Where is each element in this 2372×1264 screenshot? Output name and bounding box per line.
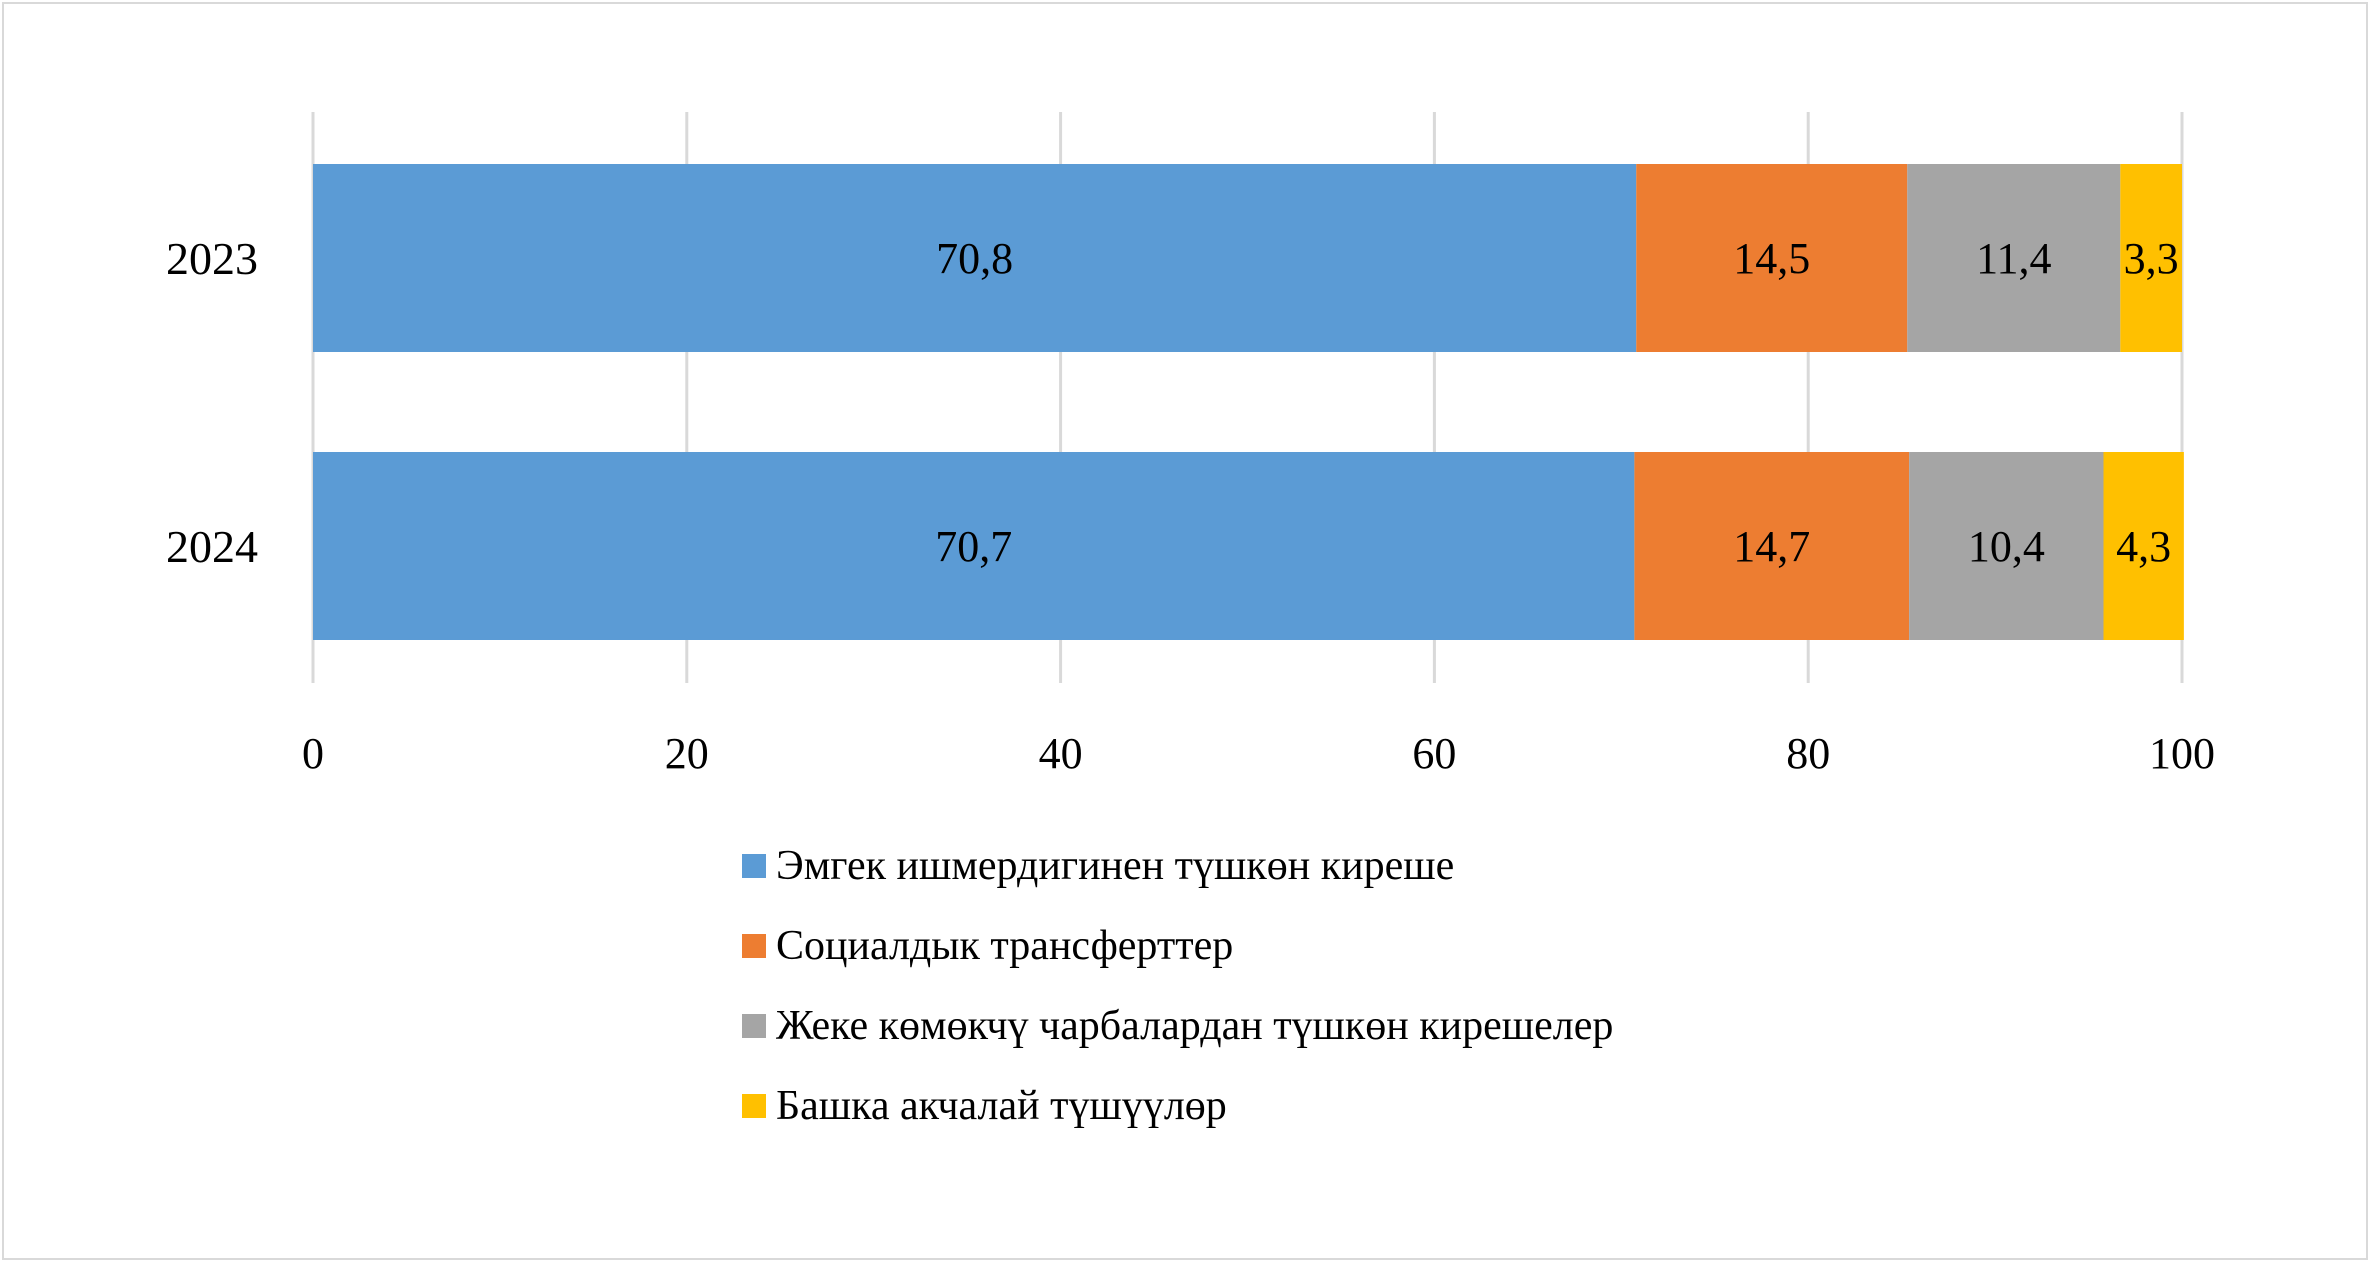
category-axis: 2023 2024 [166, 233, 258, 572]
legend: Эмгек ишмердигинен түшкөн киреше Социалды… [742, 826, 1613, 1146]
bar-segment [313, 452, 1635, 640]
bar-segment [1636, 164, 1908, 352]
x-tick-label: 80 [1786, 729, 1830, 778]
legend-label: Эмгек ишмердигинен түшкөн киреше [776, 843, 1455, 889]
legend-item: Башка акчалай түшүүлөр [742, 1066, 1613, 1146]
legend-label: Жеке көмөкчү чарбалардан түшкөн кирешеле… [776, 1003, 1614, 1049]
value-axis: 0 20 40 60 80 100 [302, 729, 2215, 778]
legend-label: Социалдык трансферттер [776, 923, 1234, 969]
legend-swatch [742, 1094, 766, 1118]
bar-segment [2120, 164, 2182, 352]
x-tick-label: 100 [2149, 729, 2215, 778]
x-tick-label: 20 [665, 729, 709, 778]
data-label: 70,7 [935, 522, 1012, 571]
x-tick-label: 40 [1039, 729, 1083, 778]
legend-swatch [742, 1014, 766, 1038]
legend-swatch [742, 854, 766, 878]
legend-item: Социалдык трансферттер [742, 906, 1613, 986]
bar-segment [1634, 452, 1910, 640]
data-label: 70,8 [936, 234, 1013, 283]
bar-segment [1909, 452, 2104, 640]
legend-swatch [742, 934, 766, 958]
category-label: 2023 [166, 233, 258, 284]
x-tick-label: 60 [1412, 729, 1456, 778]
data-label: 14,5 [1733, 234, 1810, 283]
bar-segment [313, 164, 1637, 352]
data-label: 3,3 [2124, 234, 2179, 283]
bars [313, 164, 2184, 640]
bar-segment [1907, 164, 2121, 352]
x-tick-label: 0 [302, 729, 324, 778]
data-label: 14,7 [1733, 522, 1810, 571]
bar-segment [2103, 452, 2184, 640]
data-label: 11,4 [1976, 234, 2051, 283]
legend-item: Эмгек ишмердигинен түшкөн киреше [742, 826, 1613, 906]
data-labels: 70,8 14,5 11,4 3,3 70,7 14,7 10,4 4,3 [935, 234, 2178, 571]
legend-label: Башка акчалай түшүүлөр [776, 1083, 1227, 1129]
legend-item: Жеке көмөкчү чарбалардан түшкөн кирешеле… [742, 986, 1613, 1066]
category-label: 2024 [166, 521, 258, 572]
data-label: 4,3 [2116, 522, 2171, 571]
data-label: 10,4 [1968, 522, 2045, 571]
